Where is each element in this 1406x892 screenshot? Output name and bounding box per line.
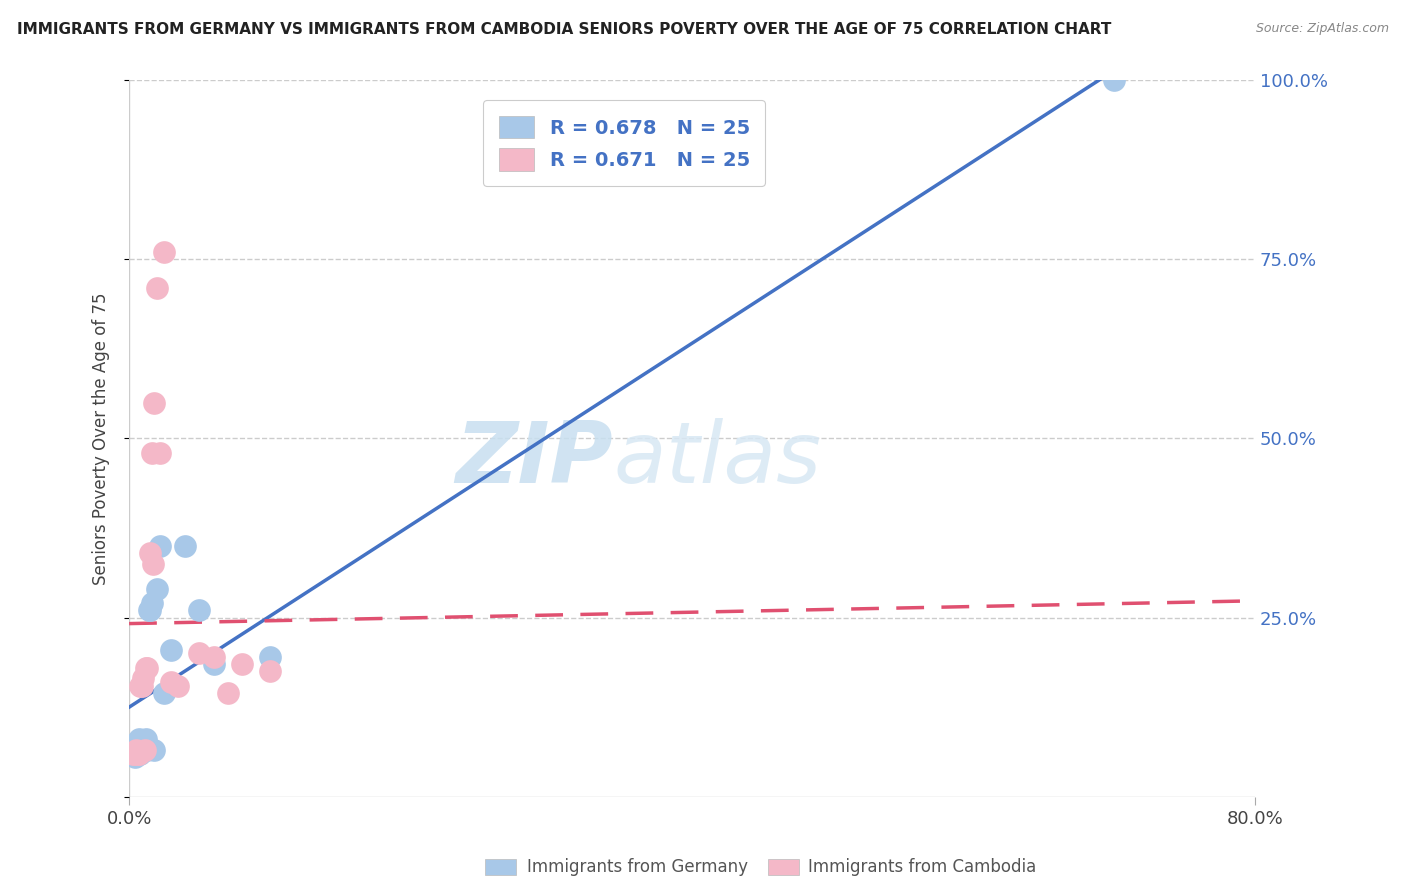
- Point: [131, 679, 153, 693]
- Point: [132, 672, 155, 686]
- Point: [135, 732, 157, 747]
- Point: [1102, 73, 1125, 87]
- Point: [134, 736, 156, 750]
- Point: [135, 661, 157, 675]
- Point: [122, 747, 145, 761]
- Legend: R = 0.678   N = 25, R = 0.671   N = 25: R = 0.678 N = 25, R = 0.671 N = 25: [484, 101, 765, 186]
- Text: Source: ZipAtlas.com: Source: ZipAtlas.com: [1256, 22, 1389, 36]
- Point: [202, 650, 225, 665]
- Point: [217, 686, 239, 700]
- Text: ZIP: ZIP: [456, 418, 613, 501]
- Point: [141, 446, 163, 460]
- Point: [146, 281, 169, 295]
- Point: [167, 679, 190, 693]
- Point: [143, 395, 166, 409]
- Point: [231, 657, 253, 672]
- Point: [125, 736, 148, 750]
- Point: [127, 747, 149, 761]
- Point: [160, 675, 183, 690]
- Point: [127, 739, 149, 754]
- Point: [202, 657, 225, 672]
- Point: [153, 686, 176, 700]
- Point: [136, 661, 159, 675]
- Point: [128, 743, 150, 757]
- Y-axis label: Seniors Poverty Over the Age of 75: Seniors Poverty Over the Age of 75: [93, 292, 110, 584]
- Point: [149, 539, 172, 553]
- Point: [259, 650, 281, 665]
- Point: [188, 603, 211, 617]
- Point: [138, 603, 160, 617]
- Point: [139, 546, 162, 560]
- Point: [134, 743, 156, 757]
- Point: [143, 743, 166, 757]
- Point: [132, 743, 155, 757]
- Point: [124, 747, 146, 761]
- Point: [153, 245, 176, 260]
- Text: Immigrants from Germany: Immigrants from Germany: [527, 858, 748, 876]
- Point: [139, 603, 162, 617]
- Point: [174, 539, 197, 553]
- Bar: [768, 859, 799, 875]
- Text: atlas: atlas: [613, 418, 821, 501]
- Text: IMMIGRANTS FROM GERMANY VS IMMIGRANTS FROM CAMBODIA SENIORS POVERTY OVER THE AGE: IMMIGRANTS FROM GERMANY VS IMMIGRANTS FR…: [17, 22, 1111, 37]
- Point: [188, 647, 211, 661]
- Point: [129, 679, 152, 693]
- Point: [128, 732, 150, 747]
- Bar: [485, 859, 516, 875]
- Point: [149, 446, 172, 460]
- Point: [125, 747, 148, 761]
- Point: [259, 665, 281, 679]
- Point: [141, 596, 163, 610]
- Point: [146, 582, 169, 596]
- Point: [124, 750, 146, 764]
- Point: [131, 739, 153, 754]
- Point: [129, 747, 152, 761]
- Point: [125, 743, 148, 757]
- Point: [128, 747, 150, 761]
- Text: Immigrants from Cambodia: Immigrants from Cambodia: [808, 858, 1036, 876]
- Point: [136, 743, 159, 757]
- Point: [142, 557, 165, 571]
- Point: [160, 642, 183, 657]
